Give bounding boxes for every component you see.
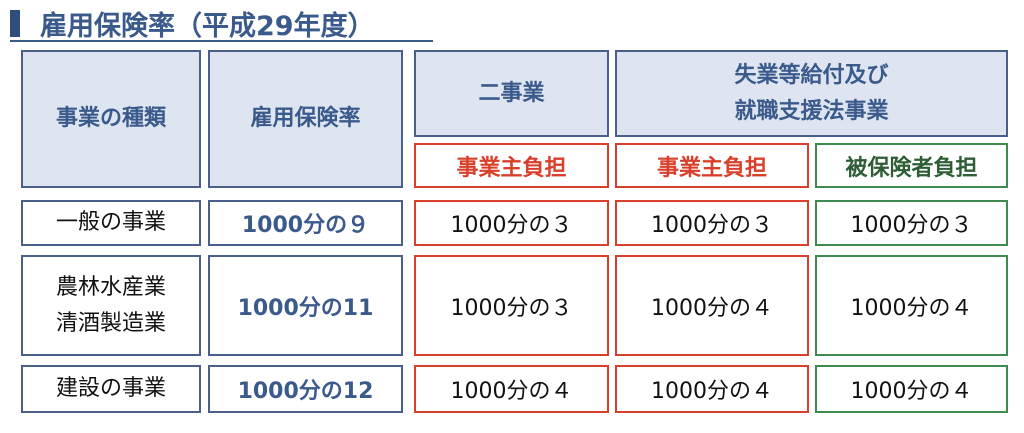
row-employer: 1000分の４ — [615, 255, 809, 356]
header-kind: 事業の種類 — [21, 50, 201, 188]
row-insured: 1000分の４ — [815, 365, 1008, 413]
title-marker — [10, 10, 20, 37]
header-employer-ni-jigyo: 事業主負担 — [414, 143, 609, 188]
header-shitsugyo-line1: 失業等給付及び — [734, 62, 889, 88]
header-shitsugyo-line2: 就職支援法事業 — [734, 98, 889, 124]
row-kind: 一般の事業 — [21, 200, 201, 246]
title-underline — [10, 40, 433, 42]
row-kind: 農林水産業 清酒製造業 — [21, 255, 201, 356]
header-shitsugyo: 失業等給付及び 就職支援法事業 — [615, 50, 1008, 137]
row-ni-jigyo: 1000分の４ — [414, 365, 609, 413]
row-rate: 1000分の９ — [208, 200, 403, 246]
row-ni-jigyo: 1000分の３ — [414, 255, 609, 356]
row-kind-line: 清酒製造業 — [55, 310, 166, 336]
row-ni-jigyo: 1000分の３ — [414, 200, 609, 246]
row-kind-line: 農林水産業 — [55, 274, 166, 300]
row-employer: 1000分の４ — [615, 365, 809, 413]
page-title: 雇用保険率（平成29年度） — [40, 11, 375, 42]
row-employer: 1000分の３ — [615, 200, 809, 246]
header-insured: 被保険者負担 — [815, 143, 1008, 188]
header-ni-jigyo: 二事業 — [414, 50, 609, 137]
row-rate: 1000分の12 — [208, 365, 403, 413]
row-kind: 建設の事業 — [21, 365, 201, 413]
row-insured: 1000分の３ — [815, 200, 1008, 246]
header-rate: 雇用保険率 — [208, 50, 403, 188]
row-insured: 1000分の４ — [815, 255, 1008, 356]
header-employer-shitsugyo: 事業主負担 — [615, 143, 809, 188]
row-rate: 1000分の11 — [208, 255, 403, 356]
